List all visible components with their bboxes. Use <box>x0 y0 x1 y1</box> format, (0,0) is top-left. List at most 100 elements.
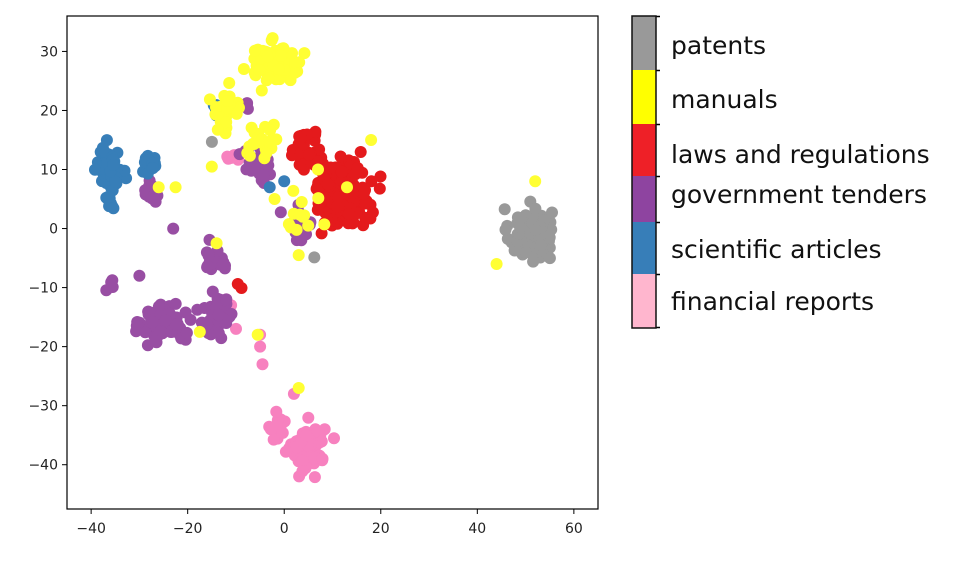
data-point <box>511 211 524 224</box>
data-point <box>529 202 542 215</box>
legend-colorbar: patents manuals laws and regulations govern… <box>631 15 930 329</box>
data-point <box>293 208 306 221</box>
data-point <box>254 340 267 353</box>
data-point <box>312 163 324 176</box>
data-point <box>374 170 387 183</box>
series-manuals <box>152 32 542 394</box>
data-point <box>298 47 311 60</box>
data-point <box>100 134 113 147</box>
data-point <box>535 239 548 252</box>
data-point <box>261 50 274 63</box>
data-point <box>294 131 307 144</box>
series-patents <box>205 135 558 268</box>
data-point <box>543 252 556 265</box>
legend-swatch-scientific-articles <box>632 222 656 274</box>
legend-label-financial-reports: financial reports <box>671 287 874 316</box>
x-tick-label: 20 <box>372 521 390 537</box>
data-point <box>308 471 321 484</box>
data-point <box>268 193 281 205</box>
x-tick-label: 60 <box>565 521 583 537</box>
data-point <box>230 322 242 335</box>
data-point <box>241 147 254 159</box>
data-point <box>240 163 253 176</box>
data-point <box>312 192 325 205</box>
data-point <box>159 314 172 327</box>
data-point <box>167 222 180 235</box>
data-point <box>335 166 348 179</box>
data-point <box>498 203 511 216</box>
data-point <box>253 64 266 77</box>
data-point <box>308 251 321 264</box>
data-point <box>217 258 230 271</box>
data-point <box>343 208 356 220</box>
data-point <box>289 56 302 69</box>
data-point <box>257 169 270 182</box>
data-point <box>302 411 315 424</box>
data-point <box>211 123 224 136</box>
x-tick-label: 40 <box>468 521 486 537</box>
data-point <box>514 221 527 234</box>
data-point <box>262 72 275 85</box>
data-point <box>312 426 325 439</box>
data-point <box>529 175 542 188</box>
data-point <box>171 318 184 330</box>
data-point <box>260 147 273 160</box>
data-point <box>365 175 378 188</box>
data-point <box>295 234 308 247</box>
data-point <box>139 326 152 339</box>
axes: −40 −20 0 20 40 60 30 20 10 0 −10 −20 −30 −40 <box>28 15 599 537</box>
data-point <box>89 163 101 176</box>
data-point <box>296 454 309 467</box>
data-point <box>248 44 261 57</box>
y-tick-label: −10 <box>28 281 58 297</box>
data-point <box>245 121 258 134</box>
legend-label-patents: patents <box>671 31 766 60</box>
data-point <box>490 258 503 270</box>
data-point <box>193 325 206 338</box>
data-point <box>292 382 305 394</box>
data-point <box>107 158 120 171</box>
data-point <box>279 445 292 458</box>
legend-swatch-financial-reports <box>632 274 656 328</box>
data-point <box>203 93 216 106</box>
data-point <box>287 184 300 197</box>
data-point <box>302 148 315 161</box>
data-point <box>328 432 340 445</box>
legend-swatch-government-tenders <box>632 176 656 222</box>
data-point <box>546 206 558 219</box>
data-point <box>223 77 236 89</box>
y-tick-label: 30 <box>40 44 58 60</box>
data-point <box>278 175 291 188</box>
data-point <box>315 227 328 240</box>
legend-swatch-patents <box>632 16 656 70</box>
legend-label-manuals: manuals <box>671 85 778 114</box>
data-point <box>169 297 182 310</box>
data-point <box>231 278 244 290</box>
y-tick-label: −40 <box>28 458 58 474</box>
legend-label-laws-and-regulations: laws and regulations <box>671 140 930 169</box>
data-point <box>221 95 234 107</box>
data-point <box>342 217 355 230</box>
data-point <box>102 190 115 203</box>
data-point <box>205 135 218 148</box>
data-point <box>107 202 120 215</box>
data-point <box>275 49 287 62</box>
data-point <box>146 162 159 175</box>
data-point <box>265 34 278 47</box>
data-point <box>296 465 309 478</box>
data-point <box>332 191 345 204</box>
data-point <box>366 206 379 219</box>
axes-frame <box>66 15 599 510</box>
y-tick-label: 0 <box>49 222 58 238</box>
data-point <box>318 218 331 231</box>
data-point <box>220 293 233 306</box>
data-point <box>341 181 353 194</box>
data-point <box>267 433 280 446</box>
data-point <box>270 420 283 432</box>
data-point <box>527 255 540 268</box>
data-point <box>272 63 285 76</box>
x-tick-label: 0 <box>280 521 289 537</box>
data-point <box>202 249 215 262</box>
data-point <box>256 358 269 371</box>
